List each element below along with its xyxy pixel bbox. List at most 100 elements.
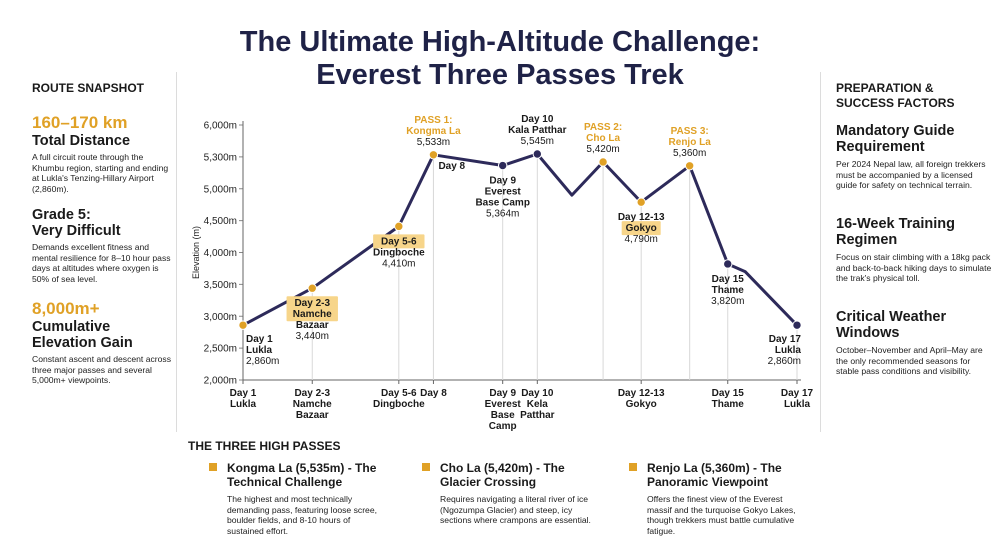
waypoint-label: Day 5-6 <box>381 236 417 247</box>
bullet-icon <box>209 463 217 471</box>
stat-difficulty: Grade 5: Very Difficult Demands excellen… <box>32 207 172 284</box>
waypoint-label: Base Camp <box>475 198 529 209</box>
y-axis-title: Elevation (m) <box>191 226 201 279</box>
waypoint-dot <box>792 320 802 330</box>
pass-title: Cho La (5,420m) - The Glacier Crossing <box>440 461 565 489</box>
stat-total-distance: 160–170 km Total Distance A full circuit… <box>32 114 172 194</box>
left-divider <box>176 72 177 432</box>
waypoint-dot <box>532 149 543 159</box>
waypoint-label: Everest <box>485 187 522 198</box>
x-tick-label: Day 8 <box>420 388 447 399</box>
waypoint-dot-gold <box>428 150 439 160</box>
pass-label: Kongma La <box>406 126 461 137</box>
x-tick-label: Day 2-3 <box>294 388 330 399</box>
waypoint-label: Day 1 <box>246 334 273 345</box>
factor-title: 16-Week Training Regimen <box>836 216 955 248</box>
x-tick-label: Patthar <box>520 410 555 421</box>
bullet-icon <box>422 463 430 471</box>
waypoint-label: Gokyo <box>626 223 657 234</box>
waypoint-dot-gold <box>598 157 608 167</box>
pass-label: PASS 3: <box>671 126 709 137</box>
pass-label: Renjo La <box>669 137 712 148</box>
waypoint-dot-gold <box>238 320 248 330</box>
x-tick-label: Day 5-6 <box>381 388 417 399</box>
elevation-chart: 2,000m 2,500m 3,000m 3,500m 4,000m 4,500m 5,00… <box>191 114 814 432</box>
x-tick-label: Kela <box>527 399 549 410</box>
pass-description: Requires navigating a literal river of i… <box>440 494 591 525</box>
waypoint-label: 5,364m <box>486 209 519 220</box>
waypoint-label: 2,860m <box>768 356 801 367</box>
y-tick-label: 2,000m <box>204 376 237 387</box>
x-tick-label: Lukla <box>230 399 257 410</box>
pass-label: Cho La <box>586 133 620 144</box>
x-tick-label: Day 12-13 <box>618 388 665 399</box>
pass-description: The highest and most technically demandi… <box>227 494 378 536</box>
waypoint-label: 5,545m <box>521 136 554 147</box>
y-tick-label: 3,500m <box>204 280 237 291</box>
pass-label: PASS 1: <box>414 115 452 126</box>
preparation-heading: PREPARATION & SUCCESS FACTORS <box>836 81 954 111</box>
waypoint-label: 3,440m <box>296 331 329 342</box>
stat-label: Very Difficult <box>32 223 121 239</box>
passes-heading: THE THREE HIGH PASSES <box>188 439 341 453</box>
x-tick-label: Bazaar <box>296 410 329 421</box>
waypoint-dot-gold <box>636 197 646 207</box>
waypoint-label: Lukla <box>775 345 802 356</box>
waypoint-label: Day 12-13 <box>618 212 665 223</box>
preparation-heading-line-2: SUCCESS FACTORS <box>836 96 955 110</box>
factor-description: Focus on stair climbing with a 18kg pack… <box>836 252 992 283</box>
label-highlight-box <box>373 234 425 249</box>
waypoint-label: 5,533m <box>417 137 450 148</box>
x-tick-label: Camp <box>489 421 517 432</box>
waypoint-label: Day 9 <box>489 176 516 187</box>
stat-description: A full circuit route through the Khumbu … <box>32 152 169 194</box>
pass-renjo-la: Renjo La (5,360m) - The Panoramic Viewpo… <box>629 461 809 536</box>
x-tick-label: Day 9 <box>489 388 516 399</box>
stat-description: Constant ascent and descent across three… <box>32 354 172 385</box>
y-tick-label: 4,000m <box>204 248 237 259</box>
right-divider <box>820 72 821 432</box>
y-tick-label: 5,300m <box>204 152 237 163</box>
pass-title: Renjo La (5,360m) - The Panoramic Viewpo… <box>647 461 782 489</box>
waypoint-label: Day 8 <box>438 161 465 172</box>
title-line-1: The Ultimate High-Altitude Challenge: <box>239 26 761 58</box>
waypoint-dot <box>497 160 508 171</box>
y-tick-label: 5,000m <box>204 184 237 195</box>
waypoint-label: Kala Patthar <box>508 125 566 136</box>
waypoint-label: Day 17 <box>769 334 802 345</box>
bullet-icon <box>629 463 637 471</box>
page-title: The Ultimate High-Altitude Challenge: Ev… <box>180 26 820 92</box>
label-highlight-box <box>621 221 661 236</box>
factor-training: 16-Week Training Regimen Focus on stair … <box>836 216 994 284</box>
x-tick-label: Day 10 <box>521 388 554 399</box>
pass-kongma-la: Kongma La (5,535m) - The Technical Chall… <box>209 461 389 536</box>
stat-description: Demands excellent fitness and mental res… <box>32 242 171 284</box>
waypoint-label: Namche <box>293 309 332 320</box>
x-tick-label: Day 17 <box>781 388 814 399</box>
waypoint-label: 4,410m <box>382 258 415 269</box>
waypoint-dot-gold <box>684 161 695 171</box>
factor-title: Critical Weather Windows <box>836 309 947 341</box>
waypoint-dot <box>723 259 733 269</box>
y-tick-label: 2,500m <box>204 344 237 355</box>
factor-description: Per 2024 Nepal law, all foreign trekkers… <box>836 159 986 190</box>
waypoint-label: 5,360m <box>673 148 706 159</box>
waypoint-dot-gold <box>307 283 317 293</box>
waypoint-label: 3,820m <box>711 296 744 307</box>
y-tick-label: 4,500m <box>204 216 237 227</box>
waypoint-label: Thame <box>712 285 745 296</box>
waypoint-label: Lukla <box>246 345 273 356</box>
factor-weather: Critical Weather Windows October–Novembe… <box>836 309 994 377</box>
waypoint-dot-gold <box>394 221 404 232</box>
x-tick-label: Lukla <box>784 399 811 410</box>
factor-description: October–November and April–May are the o… <box>836 345 983 376</box>
waypoint-label: Day 2-3 <box>294 298 330 309</box>
y-tick-label: 6,000m <box>204 121 237 132</box>
pass-cho-la: Cho La (5,420m) - The Glacier Crossing R… <box>422 461 602 526</box>
stat-label: Cumulative Elevation Gain <box>32 319 133 351</box>
waypoint-label: 5,420m <box>586 144 619 155</box>
waypoint-label: 4,790m <box>625 234 658 245</box>
x-tick-label: Namche <box>293 399 332 410</box>
title-line-2: Everest Three Passes Trek <box>316 59 684 91</box>
pass-label: PASS 2: <box>584 122 622 133</box>
